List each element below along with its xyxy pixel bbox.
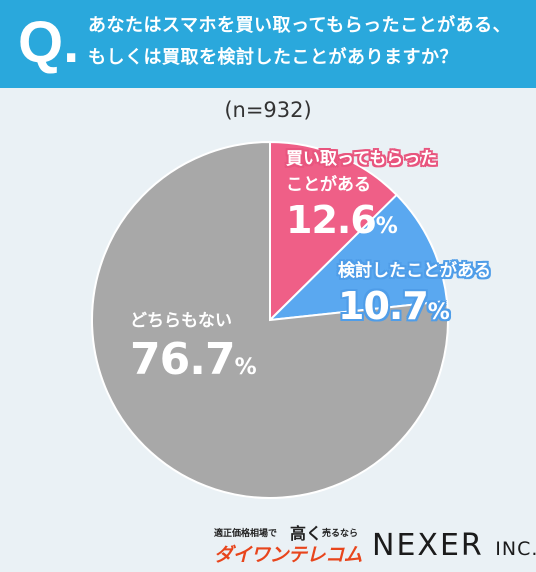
daiwan-tagline-tail: 売るなら <box>322 529 359 539</box>
question-line-2: もしくは買取を検討したことがありますか？ <box>88 47 458 68</box>
question-line-1: あなたはスマホを買い取ってもらったことがある、 <box>88 15 512 36</box>
label-sold-line2: ことがある <box>286 175 371 195</box>
sample-size: (n=932) <box>224 98 312 122</box>
daiwan-tagline-big: 高く <box>290 524 323 543</box>
label-sold-line1: 買い取ってもらった <box>286 149 438 169</box>
label-none-value: 76.7% <box>130 334 257 385</box>
pie-slice-considered <box>267 193 449 322</box>
pie-slice-none <box>91 140 449 499</box>
label-sold: 買い取ってもらった ことがある 12.6% <box>286 146 437 249</box>
q-mark: Q. <box>18 10 80 75</box>
daiwan-telecom-logo: 適正価格相場で 高く 売るなら ダイワンテレコム <box>214 522 364 568</box>
nexer-logo: NEXER INC. <box>372 528 536 563</box>
daiwan-tagline: 適正価格相場で <box>214 529 278 539</box>
label-considered: 検討したことがある 10.7% <box>338 258 491 335</box>
label-sold-value: 12.6% <box>286 198 398 242</box>
question-text: あなたはスマホを買い取ってもらったことがある、 もしくは買取を検討したことがあり… <box>88 10 528 74</box>
label-considered-value: 10.7% <box>338 284 450 328</box>
question-header: Q. あなたはスマホを買い取ってもらったことがある、 もしくは買取を検討したこと… <box>0 0 536 88</box>
pie-slice-sold <box>269 140 399 323</box>
daiwan-brand: ダイワンテレコム <box>214 544 363 566</box>
label-none-line1: どちらもない <box>130 311 232 331</box>
label-considered-line1: 検討したことがある <box>338 261 491 281</box>
label-none: どちらもない 76.7% <box>130 308 257 394</box>
